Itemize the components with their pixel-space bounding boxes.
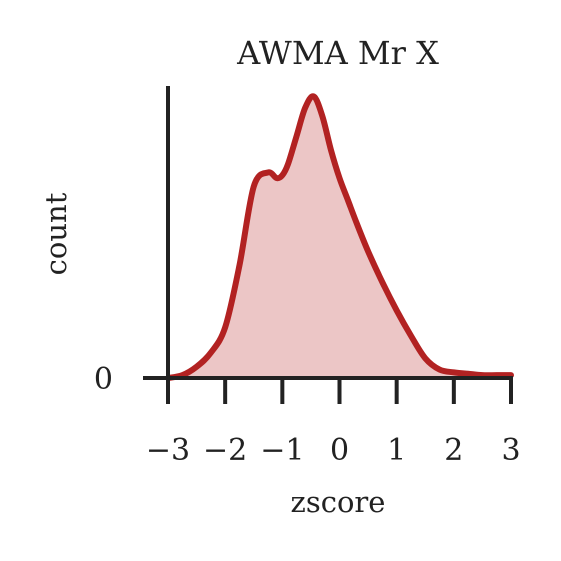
plot-area: [165, 93, 514, 381]
x-tick-label: 3: [501, 433, 520, 468]
x-tick-label: −1: [260, 433, 304, 468]
axis-ticks: −3 −2 −1 0 1 2 3 0: [94, 86, 521, 468]
x-tick-label: 2: [444, 433, 463, 468]
x-tick-label: −3: [146, 433, 190, 468]
x-tick-label: 0: [330, 433, 349, 468]
density-line: [165, 93, 514, 381]
y-tick-label: 0: [94, 362, 113, 397]
x-tick-label: 1: [387, 433, 406, 468]
y-axis-label: count: [39, 192, 73, 275]
x-tick-label: −2: [203, 433, 247, 468]
density-fill-area: [168, 96, 511, 378]
chart-title: AWMA Mr X: [236, 34, 439, 72]
x-axis-label: zscore: [291, 485, 386, 519]
